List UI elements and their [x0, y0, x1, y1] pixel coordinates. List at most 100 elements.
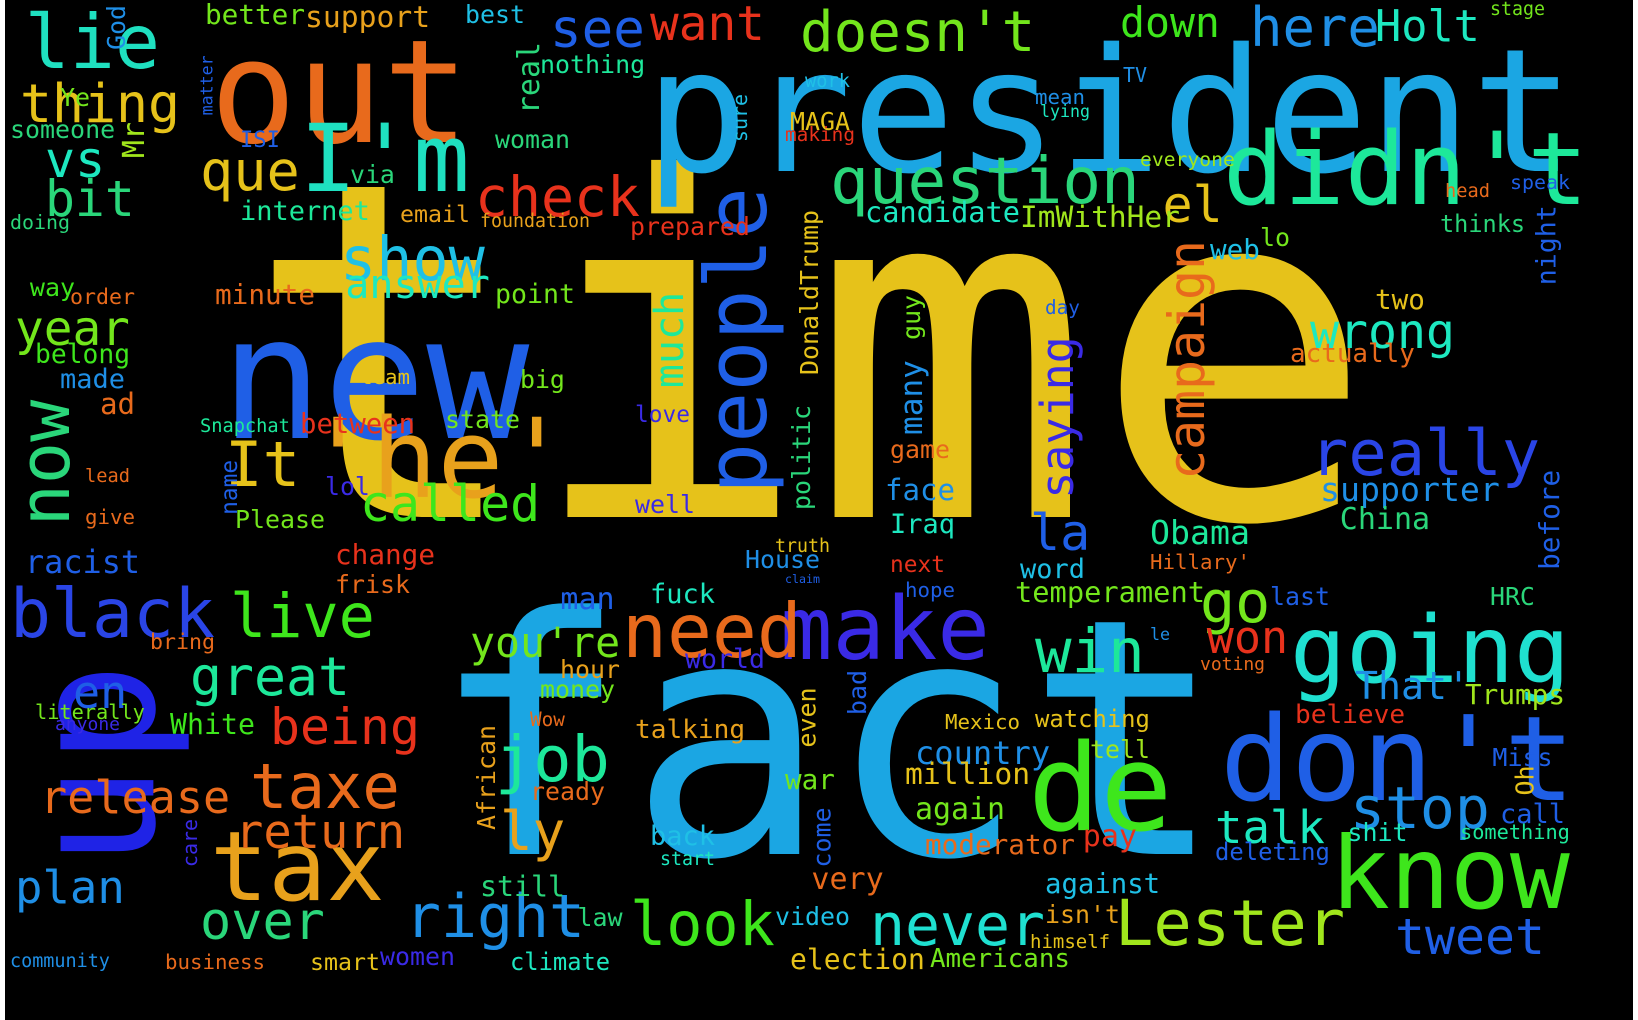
- cloud-word: bit: [45, 170, 135, 229]
- cloud-word: Hillary': [1150, 550, 1250, 575]
- cloud-word: change: [335, 538, 436, 572]
- cloud-word: talking: [635, 714, 746, 745]
- cloud-word: being: [270, 697, 420, 756]
- cloud-word: Ye: [60, 83, 91, 112]
- cloud-word: face: [885, 472, 955, 507]
- cloud-word: lie: [24, 0, 161, 86]
- cloud-word: voting: [1200, 654, 1266, 675]
- cloud-word: women: [380, 942, 455, 971]
- cloud-word: lying: [1040, 102, 1090, 122]
- cloud-word: really: [1310, 417, 1541, 492]
- cloud-word: next: [890, 551, 945, 578]
- cloud-word: isn't: [1045, 899, 1120, 929]
- cloud-word: smart: [310, 948, 380, 976]
- cloud-word: word: [1020, 553, 1085, 585]
- cloud-word: go: [1200, 568, 1271, 637]
- cloud-word: Mr: [117, 121, 153, 159]
- cloud-word: Trumps: [1465, 678, 1566, 712]
- cloud-word: woman: [495, 124, 570, 154]
- cloud-word: stage: [1490, 0, 1545, 20]
- cloud-word: tell: [1090, 734, 1150, 764]
- cloud-word: called: [360, 475, 541, 534]
- cloud-word: day: [1045, 295, 1080, 319]
- cloud-word: plan: [15, 860, 125, 914]
- cloud-word: win: [1035, 617, 1145, 688]
- cloud-word: didn't: [1223, 110, 1589, 229]
- cloud-word: campaign: [1157, 240, 1216, 480]
- cloud-word: love: [635, 401, 690, 428]
- cloud-word: well: [635, 489, 695, 519]
- cloud-word: Lester: [1115, 887, 1346, 962]
- cloud-word: election: [790, 943, 925, 976]
- cloud-word: saying: [1031, 336, 1085, 499]
- cloud-word: foundation: [480, 211, 590, 233]
- cloud-word: made: [60, 363, 125, 395]
- cloud-word: bring: [150, 629, 215, 655]
- cloud-word: want: [650, 0, 765, 53]
- cloud-word: return: [235, 805, 406, 860]
- cloud-word: la: [1030, 503, 1091, 562]
- cloud-word: world: [685, 643, 766, 675]
- cloud-word: look: [630, 889, 775, 960]
- cloud-word: job: [495, 722, 610, 797]
- cloud-word: That': [1355, 665, 1471, 710]
- cloud-word: against: [1045, 869, 1161, 901]
- cloud-word: release: [40, 770, 231, 824]
- cloud-word: vs: [45, 131, 106, 189]
- cloud-word: between: [300, 409, 416, 441]
- cloud-word: head: [1445, 181, 1490, 203]
- cloud-word: great: [190, 645, 351, 708]
- cloud-word: big: [520, 364, 565, 394]
- cloud-word: again: [915, 792, 1005, 827]
- cloud-word: shit: [1347, 818, 1408, 847]
- cloud-word: money: [540, 674, 615, 704]
- cloud-word: million: [905, 757, 1031, 793]
- cloud-word: HRC: [1490, 582, 1535, 612]
- cloud-word: very: [811, 862, 884, 897]
- cloud-word: guy: [897, 295, 927, 340]
- cloud-word: web: [1210, 233, 1260, 267]
- cloud-word: need: [622, 588, 802, 676]
- cloud-word: White: [170, 707, 255, 741]
- cloud-word: Holt: [1375, 1, 1480, 52]
- cloud-word: frisk: [335, 569, 410, 599]
- cloud-word: out: [210, 8, 470, 176]
- cloud-word: know: [1330, 817, 1570, 933]
- cloud-word: temperament: [1015, 575, 1205, 610]
- cloud-word: 'he': [305, 395, 570, 523]
- cloud-word: de: [1028, 720, 1173, 859]
- cloud-word: supporter: [1320, 470, 1500, 510]
- cloud-word: House: [745, 544, 820, 574]
- cloud-word: best: [465, 0, 525, 29]
- cloud-word: internet: [240, 196, 370, 227]
- cloud-word: show: [340, 224, 485, 295]
- cloud-word: president: [645, 12, 1575, 212]
- cloud-word: business: [165, 950, 265, 975]
- cloud-word: war: [785, 763, 835, 797]
- cloud-word: tax: [210, 810, 385, 924]
- cloud-word: lead: [85, 466, 130, 488]
- cloud-word: himself: [1030, 931, 1111, 953]
- cloud-word: night: [1531, 204, 1563, 285]
- cloud-word: new: [220, 280, 530, 480]
- cloud-word: come: [808, 807, 837, 868]
- cloud-word: point: [495, 278, 576, 310]
- cloud-word: Obama: [1150, 512, 1250, 552]
- cloud-word: something: [1460, 820, 1570, 845]
- cloud-word: TV: [1123, 63, 1148, 87]
- cloud-word: check: [475, 165, 640, 230]
- cloud-word: work: [805, 71, 850, 93]
- cloud-word: many: [893, 359, 930, 435]
- cloud-word: I'm: [300, 105, 470, 214]
- cloud-word: question: [830, 144, 1140, 220]
- cloud-word: before: [1533, 469, 1567, 570]
- cloud-word: bad: [842, 669, 872, 716]
- cloud-word: down: [1120, 0, 1220, 47]
- cloud-word: ISI: [240, 127, 280, 153]
- cloud-word: support: [305, 0, 431, 35]
- cloud-word: back: [650, 821, 715, 852]
- word-cloud: time fact president up out new people It'he' don…: [5, 0, 1633, 1020]
- cloud-word: le: [1150, 624, 1171, 644]
- cloud-word: Mexico: [945, 710, 1021, 735]
- cloud-word: black: [10, 574, 216, 654]
